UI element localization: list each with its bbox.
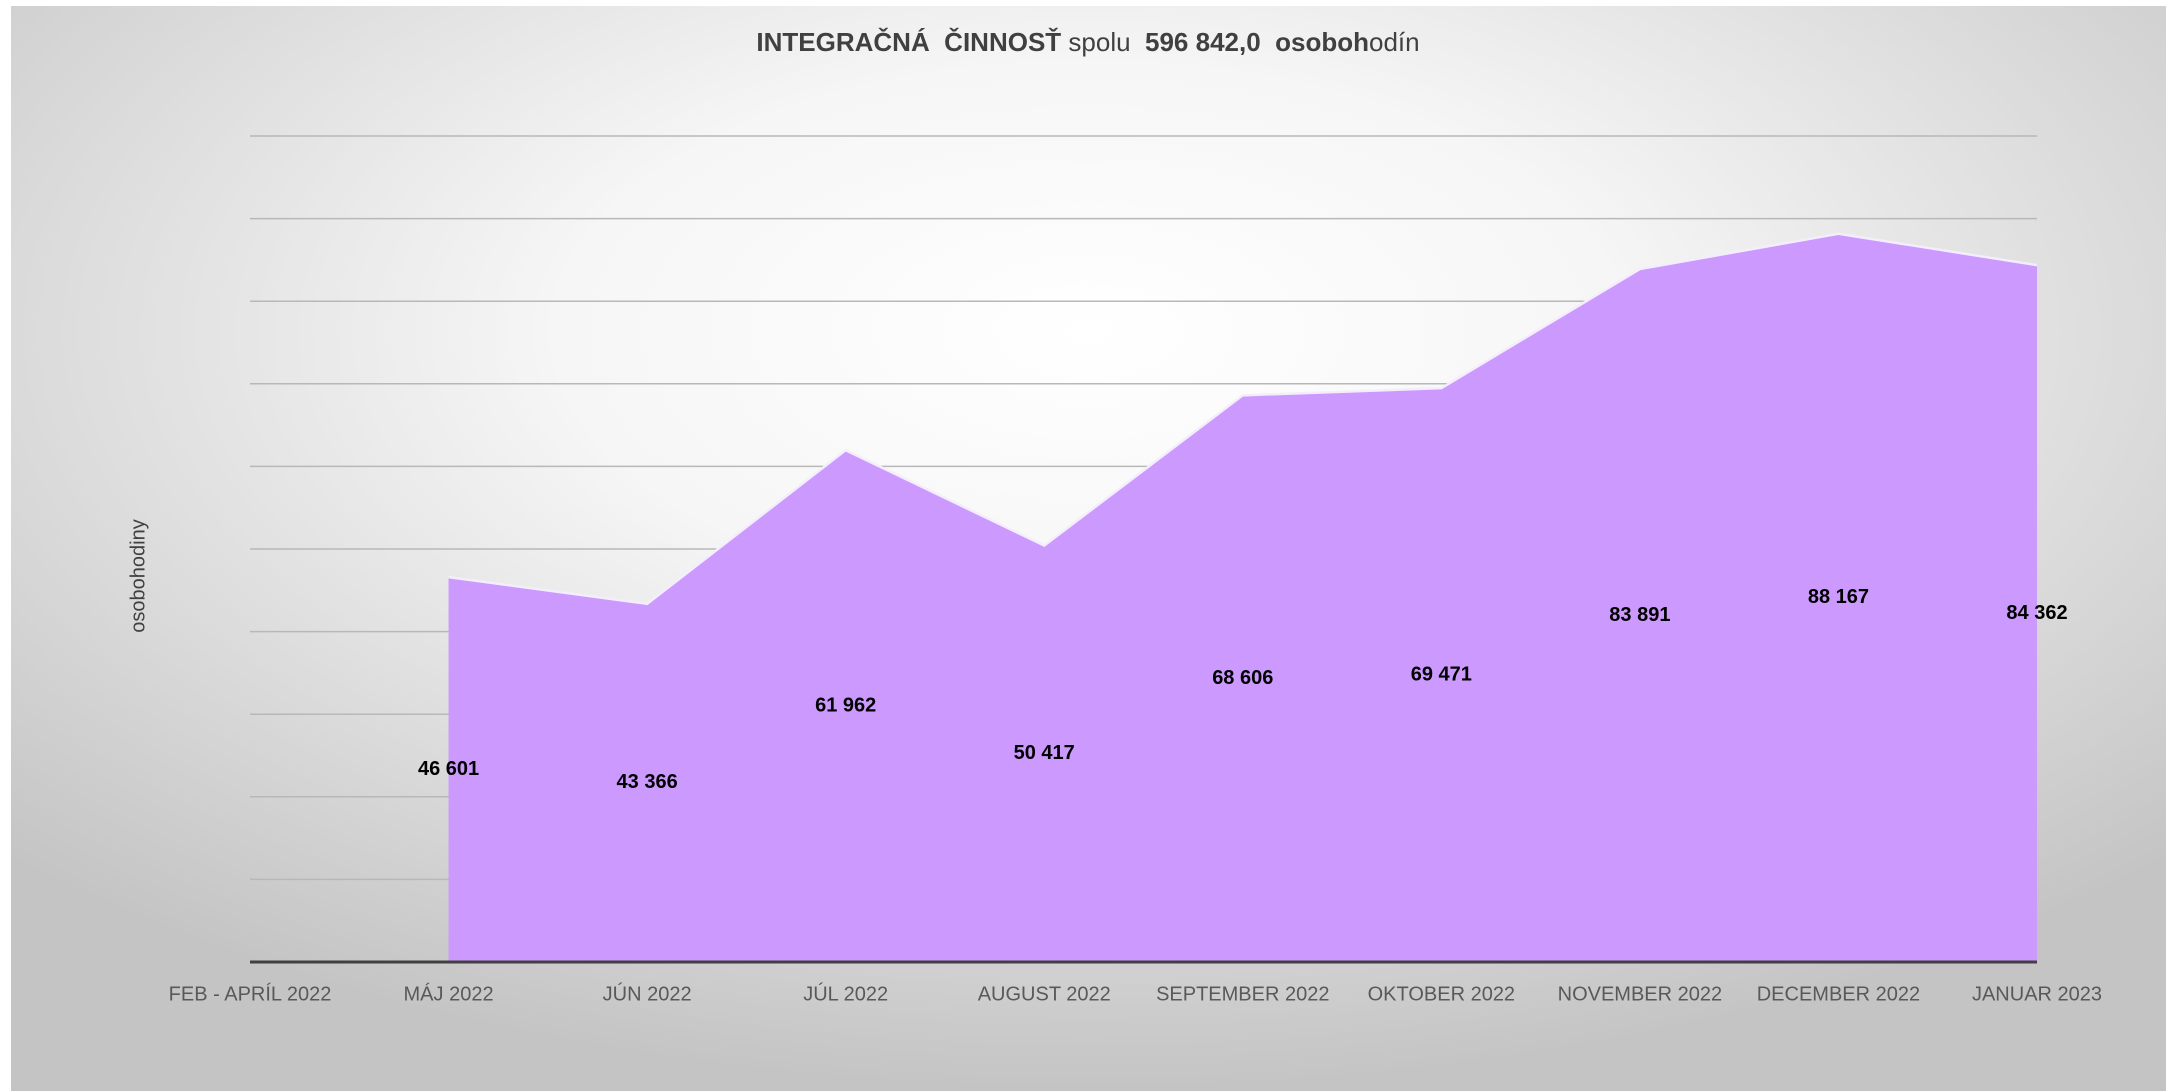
data-label: 46 601 bbox=[418, 758, 479, 780]
x-tick-label: AUGUST 2022 bbox=[978, 983, 1111, 1005]
data-label: 69 471 bbox=[1411, 663, 1472, 685]
x-tick-label: MÁJ 2022 bbox=[404, 982, 494, 1005]
data-label: 84 362 bbox=[2006, 602, 2067, 624]
x-tick-label: SEPTEMBER 2022 bbox=[1156, 983, 1329, 1005]
x-tick-label: JÚN 2022 bbox=[603, 982, 692, 1005]
area-edge bbox=[448, 232, 2038, 606]
x-tick-label: JÚL 2022 bbox=[803, 982, 888, 1005]
x-tick-label: OKTOBER 2022 bbox=[1368, 983, 1515, 1005]
data-label: 50 417 bbox=[1014, 742, 1075, 764]
title-part: osoboh bbox=[1261, 27, 1369, 57]
data-label: 43 366 bbox=[617, 771, 678, 793]
title-part: INTEGRAČNÁ ČINNOSŤ bbox=[756, 27, 1061, 57]
data-label: 88 167 bbox=[1808, 586, 1869, 608]
chart-title: INTEGRAČNÁ ČINNOSŤ spolu 596 842,0 osobo… bbox=[756, 27, 1419, 57]
title-part: 596 842,0 bbox=[1138, 27, 1261, 57]
title-part: odín bbox=[1369, 27, 1420, 57]
data-label: 61 962 bbox=[815, 694, 876, 716]
data-label: 68 606 bbox=[1212, 667, 1273, 689]
x-tick-label: NOVEMBER 2022 bbox=[1558, 983, 1723, 1005]
data-label: 83 891 bbox=[1609, 604, 1670, 626]
area bbox=[448, 233, 2037, 962]
x-tick-label: FEB - APRÍL 2022 bbox=[169, 982, 332, 1005]
y-axis-label: osobohodiny bbox=[127, 519, 149, 632]
title-part: spolu bbox=[1061, 27, 1138, 57]
x-tick-label: JANUAR 2023 bbox=[1972, 983, 2102, 1005]
x-tick-label: DECEMBER 2022 bbox=[1757, 983, 1920, 1005]
